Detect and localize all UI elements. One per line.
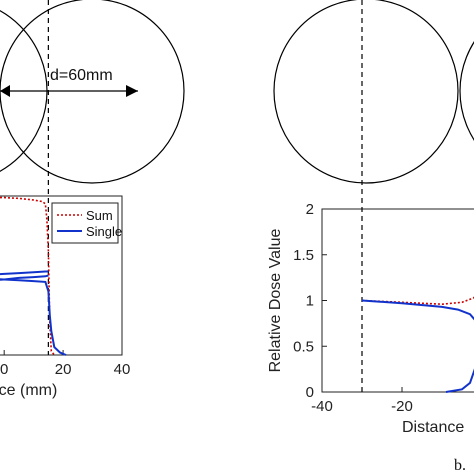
left-circle-diagram: d=60mm (0, 0, 185, 184)
legend-box (51, 202, 119, 244)
right-circle-diagram (273, 0, 474, 184)
legend-label-sum: Sum (86, 208, 113, 223)
diameter-annotation: d=60mm (50, 67, 113, 84)
series-line-curve-1 (361, 299, 474, 321)
y-axis-label: Relative Dose Value (267, 229, 284, 373)
x-tick-label: 20 (55, 361, 72, 378)
x-tick-label: -20 (391, 398, 413, 415)
right-circle-right (459, 41, 474, 141)
arrowhead-left (0, 85, 10, 97)
series-line-curve-2 (0, 270, 49, 276)
series-line-single (0, 278, 67, 356)
series-line-curve-3 (0, 274, 49, 281)
y-tick-label: 1.5 (293, 247, 314, 264)
x-axis-label: ce (mm) (0, 382, 57, 399)
y-tick-label: 2 (306, 201, 314, 218)
left-circle-front (0, 0, 185, 184)
x-tick-label: 40 (114, 361, 131, 378)
x-tick-label: 0 (0, 361, 8, 378)
panel-label-b: b. (454, 457, 466, 474)
plot-axes-box (321, 208, 474, 393)
x-tick-label: -40 (311, 398, 333, 415)
y-tick-label: 0 (306, 384, 314, 401)
plot-axes-box (0, 195, 123, 356)
series-line-curve-2 (445, 368, 474, 393)
series-line-curve-0 (361, 295, 474, 306)
legend-label-single: Single (86, 224, 122, 239)
right-circle-left (273, 0, 459, 184)
y-tick-label: 0.5 (293, 338, 314, 355)
arrowhead-right (126, 85, 138, 97)
y-tick-label: 1 (306, 293, 314, 310)
x-axis-label: Distance (402, 419, 464, 436)
